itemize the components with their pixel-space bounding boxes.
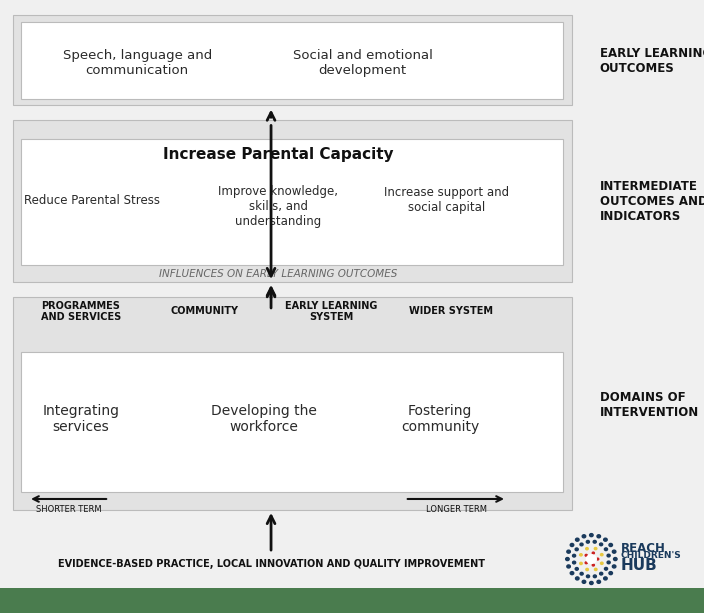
Circle shape [575, 568, 578, 570]
Circle shape [580, 543, 583, 546]
Text: Improve knowledge,
skills, and
understanding: Improve knowledge, skills, and understan… [218, 185, 338, 228]
Text: Speech, language and
communication: Speech, language and communication [63, 48, 212, 77]
Text: HUB: HUB [621, 558, 658, 573]
Circle shape [592, 552, 594, 554]
Circle shape [585, 554, 587, 556]
Text: Fostering
community: Fostering community [401, 404, 479, 435]
Circle shape [586, 541, 589, 543]
Text: DOMAINS OF
INTERVENTION: DOMAINS OF INTERVENTION [600, 390, 699, 419]
Circle shape [575, 548, 578, 550]
Text: EARLY LEARNING
SYSTEM: EARLY LEARNING SYSTEM [284, 300, 377, 322]
Circle shape [579, 562, 582, 565]
Circle shape [570, 544, 574, 547]
Circle shape [590, 582, 593, 585]
Circle shape [592, 564, 594, 566]
Circle shape [582, 535, 586, 538]
FancyBboxPatch shape [13, 15, 572, 105]
Circle shape [601, 562, 603, 565]
Circle shape [570, 571, 574, 574]
Circle shape [603, 538, 607, 541]
Text: WIDER SYSTEM: WIDER SYSTEM [408, 306, 493, 316]
Text: Increase Parental Capacity: Increase Parental Capacity [163, 147, 394, 162]
Text: REACH: REACH [621, 541, 666, 555]
Circle shape [597, 581, 601, 584]
Circle shape [576, 538, 579, 541]
Circle shape [614, 558, 617, 560]
Text: Integrating
services: Integrating services [42, 404, 120, 435]
Circle shape [607, 561, 610, 564]
Circle shape [609, 571, 612, 574]
Text: EARLY LEARNING
OUTCOMES: EARLY LEARNING OUTCOMES [600, 47, 704, 75]
FancyBboxPatch shape [21, 139, 563, 265]
Circle shape [601, 554, 603, 556]
Text: Developing the
workforce: Developing the workforce [211, 404, 317, 435]
Circle shape [567, 550, 570, 553]
Text: COMMUNITY: COMMUNITY [170, 306, 238, 316]
Text: EVIDENCE-BASED PRACTICE, LOCAL INNOVATION AND QUALITY IMPROVEMENT: EVIDENCE-BASED PRACTICE, LOCAL INNOVATIO… [58, 559, 484, 569]
Circle shape [605, 568, 608, 570]
Circle shape [582, 581, 586, 584]
Text: Increase support and
social capital: Increase support and social capital [384, 186, 510, 215]
Circle shape [593, 575, 596, 577]
FancyBboxPatch shape [13, 120, 572, 282]
FancyBboxPatch shape [13, 297, 572, 510]
Circle shape [567, 565, 570, 568]
Circle shape [566, 558, 569, 560]
Circle shape [597, 558, 599, 560]
Circle shape [590, 533, 593, 536]
Circle shape [572, 562, 576, 564]
Circle shape [605, 548, 608, 550]
FancyBboxPatch shape [0, 588, 704, 613]
Circle shape [594, 568, 597, 571]
Circle shape [594, 547, 597, 550]
Circle shape [572, 554, 576, 557]
FancyBboxPatch shape [21, 352, 563, 492]
Text: Reduce Parental Stress: Reduce Parental Stress [23, 194, 160, 207]
Text: INTERMEDIATE
OUTCOMES AND
INDICATORS: INTERMEDIATE OUTCOMES AND INDICATORS [600, 180, 704, 223]
Circle shape [576, 577, 579, 580]
Circle shape [586, 555, 596, 563]
Circle shape [580, 573, 583, 575]
Circle shape [609, 544, 612, 547]
Text: PROGRAMMES
AND SERVICES: PROGRAMMES AND SERVICES [41, 300, 121, 322]
Circle shape [600, 573, 603, 575]
Text: LONGER TERM: LONGER TERM [426, 505, 486, 514]
Circle shape [607, 554, 610, 557]
Circle shape [597, 535, 601, 538]
Text: CHILDREN'S: CHILDREN'S [621, 551, 681, 560]
Circle shape [612, 565, 616, 568]
Circle shape [586, 547, 589, 550]
Circle shape [600, 543, 603, 546]
Circle shape [579, 554, 582, 556]
Circle shape [586, 568, 589, 571]
Text: SHORTER TERM: SHORTER TERM [36, 505, 102, 514]
Text: INFLUENCES ON EARLY LEARNING OUTCOMES: INFLUENCES ON EARLY LEARNING OUTCOMES [159, 269, 397, 279]
Circle shape [593, 541, 596, 543]
FancyBboxPatch shape [21, 22, 563, 99]
Circle shape [612, 550, 616, 553]
Circle shape [586, 575, 589, 577]
Circle shape [603, 577, 607, 580]
Text: Social and emotional
development: Social and emotional development [293, 48, 432, 77]
Circle shape [585, 562, 587, 564]
